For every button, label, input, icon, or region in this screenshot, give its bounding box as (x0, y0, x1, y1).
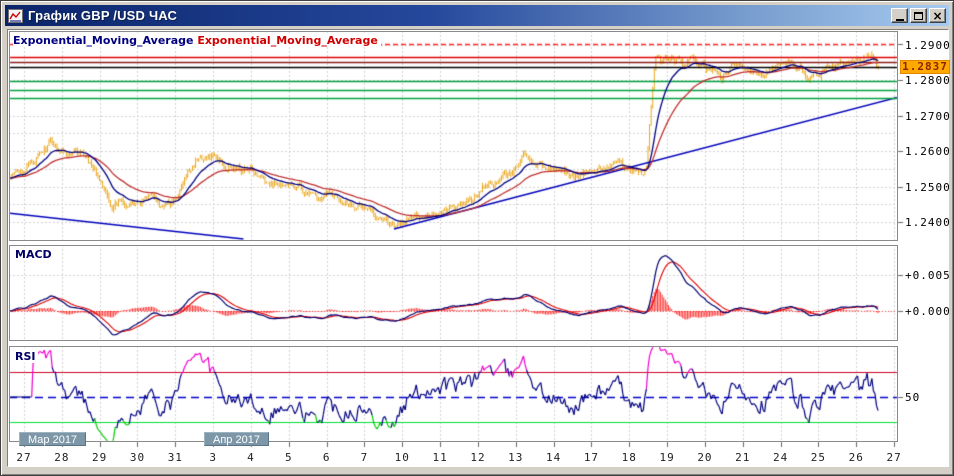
date-label: 6 (322, 451, 331, 464)
date-label: 18 (621, 451, 637, 464)
macd-axis-label: +0.000 (905, 305, 951, 318)
price-axis-label: 1.2700 (905, 109, 951, 123)
date-label: 24 (772, 451, 789, 464)
ema-slow-label: Exponential_Moving_Average (197, 34, 378, 47)
date-label: 7 (360, 451, 369, 464)
price-axis-label: 1.2900 (905, 38, 951, 52)
date-label: 3 (209, 451, 217, 464)
date-label: 10 (394, 451, 410, 464)
date-label: 14 (545, 451, 562, 464)
indicator-legend: Exponential_Moving_Average Exponential_M… (13, 34, 381, 47)
price-axis-label: 1.2400 (905, 216, 951, 229)
date-label: 12 (470, 451, 486, 464)
date-label: 19 (659, 451, 675, 464)
current-price-badge: 1.2837 (900, 59, 950, 74)
macd-pane-title: MACD (13, 248, 54, 261)
date-label: 26 (848, 451, 864, 464)
price-axis-label: 1.2600 (905, 145, 951, 158)
price-axis-label: 1.2500 (905, 180, 951, 194)
month-badge: Апр 2017 (204, 432, 269, 446)
date-label: 4 (247, 451, 255, 464)
rsi-pane-title: RSI (13, 350, 38, 363)
date-label: 21 (735, 451, 751, 464)
month-badge: Мар 2017 (19, 432, 87, 446)
date-label: 30 (129, 451, 146, 464)
date-label: 29 (92, 451, 108, 464)
date-label: 28 (54, 451, 70, 464)
date-label: 27 (886, 451, 902, 464)
rsi-axis-label: 50 (905, 391, 921, 404)
date-label: 13 (508, 451, 524, 464)
date-label: 17 (583, 451, 600, 464)
price-axis-label: 1.2800 (905, 74, 951, 87)
date-label: 5 (284, 451, 293, 464)
date-label: 27 (16, 451, 32, 464)
date-label: 25 (810, 451, 827, 464)
date-label: 11 (432, 451, 448, 464)
date-label: 20 (697, 451, 713, 464)
macd-axis-label: +0.005 (905, 269, 951, 282)
date-label: 31 (167, 451, 183, 464)
ema-fast-label: Exponential_Moving_Average (13, 34, 194, 47)
